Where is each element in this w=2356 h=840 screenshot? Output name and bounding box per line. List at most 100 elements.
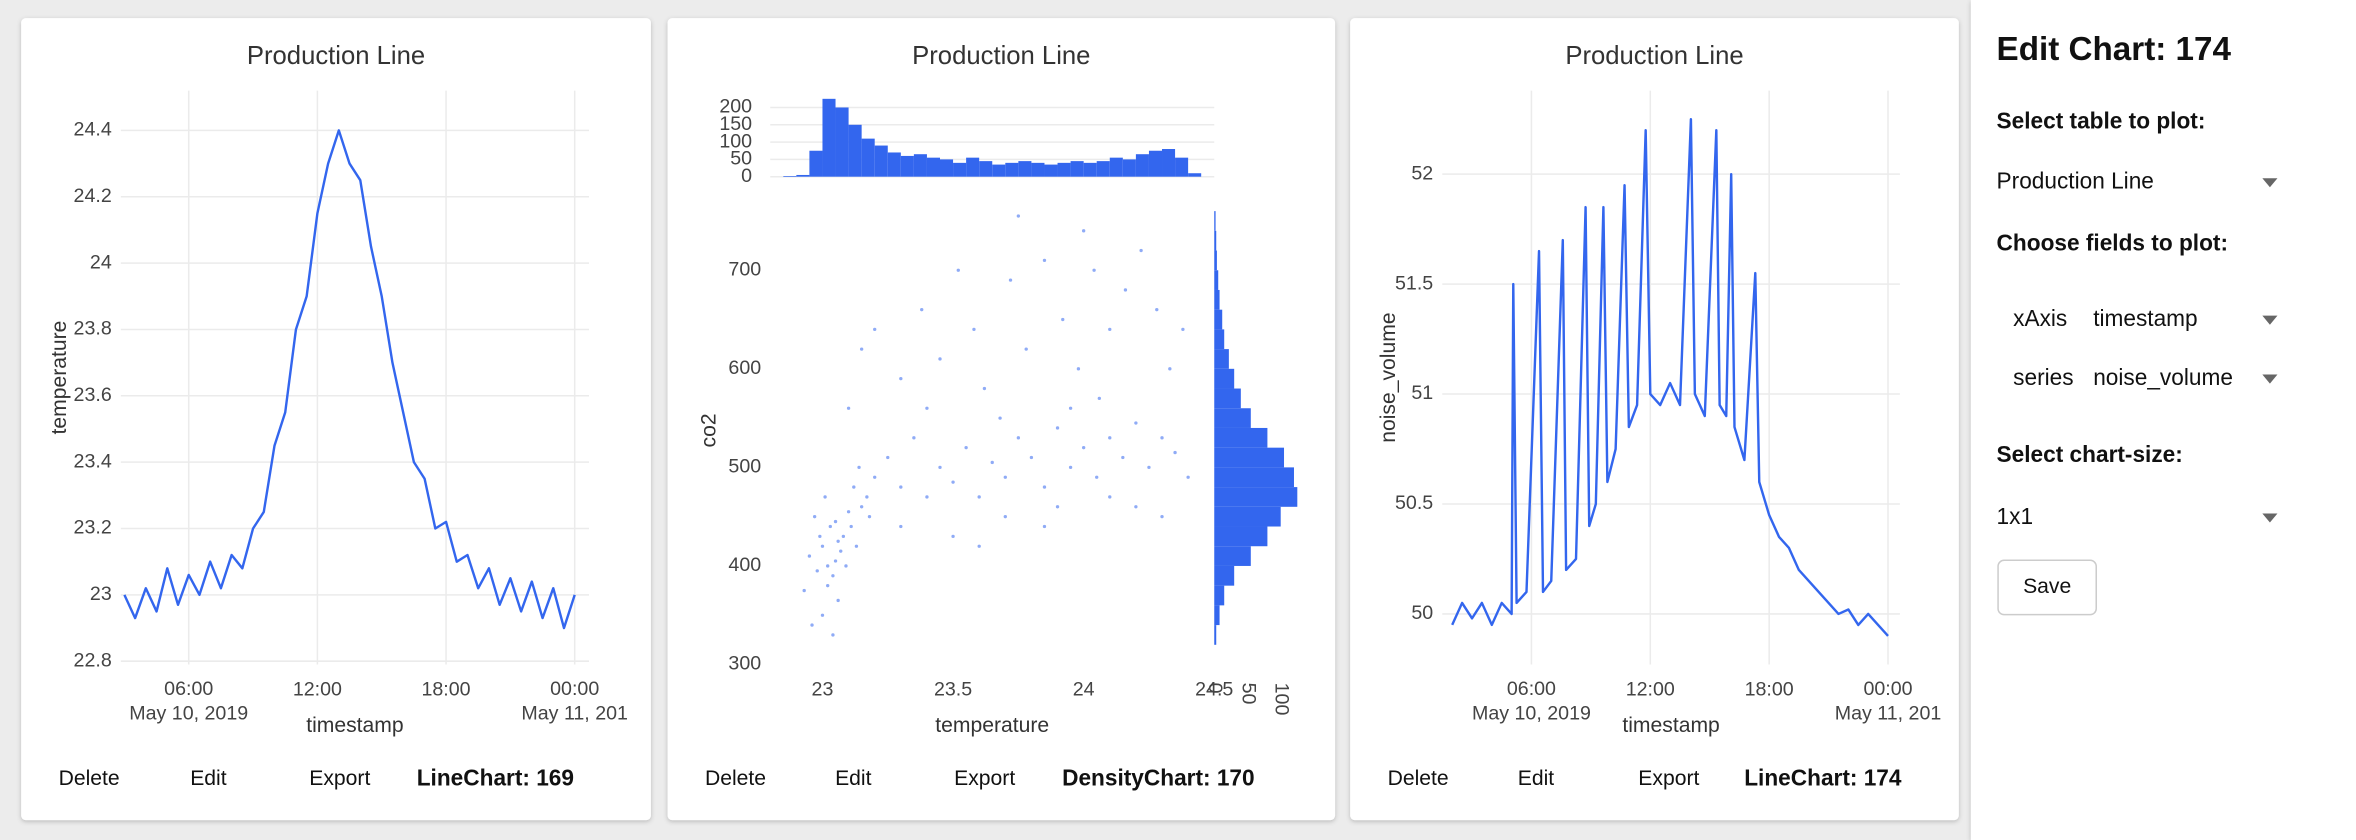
scatter-point — [826, 564, 830, 568]
histogram-bar — [874, 145, 888, 177]
y-tick-label: 50.5 — [1395, 492, 1433, 514]
card-action[interactable]: Edit — [835, 767, 872, 790]
card-action[interactable]: Edit — [190, 767, 227, 790]
histogram-bar — [926, 157, 941, 177]
y-tick-label: 400 — [728, 554, 761, 576]
histogram-bar — [1214, 270, 1219, 290]
scatter-point — [818, 534, 822, 539]
x-tick-label: 12:00 — [293, 678, 342, 700]
save-button[interactable] — [1997, 559, 2097, 616]
scatter-point — [846, 510, 851, 514]
histogram-bar — [1214, 506, 1281, 527]
size-select[interactable]: 1x1 — [1997, 503, 2034, 529]
y-tick-label: 23.2 — [74, 517, 112, 539]
histogram-bar — [1214, 211, 1216, 231]
histogram-bar — [887, 152, 901, 177]
scatter-point — [1139, 248, 1143, 253]
histogram-bar — [861, 138, 875, 177]
scatter-point — [1061, 317, 1065, 322]
histogram-bar — [1214, 447, 1285, 468]
histogram-bar — [848, 124, 862, 177]
histogram-bar — [1162, 149, 1176, 177]
scatter-point — [802, 588, 806, 593]
histogram-bar — [1096, 161, 1110, 177]
histogram-bar — [1214, 250, 1217, 271]
card-action[interactable]: Edit — [1518, 767, 1555, 790]
scatter-point — [912, 436, 916, 440]
dropdown-arrow[interactable] — [2262, 178, 2278, 188]
x-tick-label: 23.5 — [934, 678, 972, 700]
scatter-point — [1029, 455, 1034, 460]
scatter-point — [1068, 465, 1073, 470]
line-series — [123, 129, 576, 630]
scatter-point — [833, 559, 838, 563]
histogram-bar — [1214, 546, 1251, 566]
y-tick-label: 24.4 — [74, 119, 112, 141]
x-tick-label: 18:00 — [421, 678, 470, 700]
scatter-point — [982, 386, 987, 391]
fields-label: Choose fields to plot: — [1997, 230, 2228, 256]
dropdown-arrow[interactable] — [2262, 513, 2278, 523]
scatter-point — [839, 549, 843, 553]
histogram-bar — [1214, 329, 1225, 350]
save-label[interactable]: Save — [2023, 575, 2071, 598]
scatter-point — [1160, 436, 1164, 440]
scatter-point — [1092, 268, 1096, 272]
y-tick-label: 51.5 — [1395, 272, 1433, 294]
histogram-bar — [1214, 605, 1220, 626]
field-select[interactable]: noise_volume — [2093, 364, 2233, 390]
histogram-bar — [966, 157, 980, 177]
x-tick-label: 06:00 May 10, 2019 — [129, 678, 248, 724]
cards — [21, 18, 1959, 821]
field-select[interactable]: timestamp — [2093, 305, 2197, 331]
scatter-point — [1016, 436, 1021, 440]
histogram-bar — [783, 176, 797, 177]
histogram-bar — [1214, 565, 1235, 586]
histogram-bar — [822, 98, 836, 177]
field-name: series — [2013, 364, 2073, 390]
card-action[interactable]: Delete — [59, 767, 120, 790]
scatter-point — [865, 495, 869, 499]
scatter-point — [857, 465, 861, 470]
y-tick-label: 23.4 — [74, 450, 112, 472]
y-tick-label: 22.8 — [74, 649, 112, 671]
y-axis-label: noise_volume — [1377, 312, 1400, 442]
y-tick-label: 23 — [90, 583, 112, 605]
histogram-bar — [1044, 164, 1058, 177]
edit-panel: Edit Chart: 174 Select table to plot: Pr… — [1970, 0, 2356, 840]
scatter-point — [1121, 455, 1125, 460]
histogram-bar — [1031, 162, 1045, 177]
scatter-point — [938, 465, 942, 470]
histogram-bar — [1122, 159, 1136, 177]
histogram-bar — [913, 154, 927, 177]
scatter-point — [849, 524, 853, 529]
card-action[interactable]: Delete — [1388, 767, 1449, 790]
scatter-point — [972, 327, 976, 332]
histogram-bar — [1214, 349, 1229, 369]
table-label: Select table to plot: — [1997, 107, 2206, 133]
y-tick-label: 52 — [1411, 162, 1433, 184]
x-tick-label: 0 — [1204, 683, 1226, 694]
scatter-point — [1003, 515, 1007, 519]
x-tick-label: 06:00 May 10, 2019 — [1472, 678, 1591, 724]
panel-title: Edit Chart: 174 — [1997, 31, 2232, 68]
dropdown-arrow[interactable] — [2262, 315, 2278, 325]
scatter-point — [859, 505, 864, 509]
scatter-point — [951, 534, 955, 539]
histogram-bar — [1214, 467, 1294, 488]
scatter-point — [1042, 485, 1047, 489]
scatter-point — [1008, 278, 1013, 282]
histogram-bar — [1070, 161, 1084, 177]
histogram-bar — [1148, 150, 1163, 177]
dropdown-arrow[interactable] — [2262, 374, 2278, 384]
scatter-point — [920, 308, 924, 312]
card-action[interactable]: Delete — [705, 767, 766, 790]
scatter-point — [1042, 524, 1047, 529]
card-action[interactable]: Export — [954, 767, 1015, 790]
card-action[interactable]: Export — [309, 767, 370, 790]
scatter-point — [854, 544, 859, 548]
table-select[interactable]: Production Line — [1997, 168, 2154, 194]
card-label: DensityChart: 170 — [1062, 764, 1255, 790]
card-action[interactable]: Export — [1638, 767, 1699, 790]
